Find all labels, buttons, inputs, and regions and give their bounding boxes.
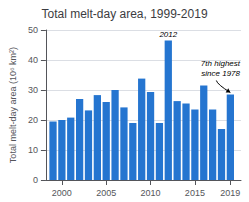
svg-text:2005: 2005 [96, 188, 116, 198]
svg-text:50: 50 [28, 25, 38, 35]
svg-text:40: 40 [28, 55, 38, 65]
svg-text:2015: 2015 [185, 188, 205, 198]
svg-text:7th highest: 7th highest [201, 59, 241, 68]
svg-text:10: 10 [28, 145, 38, 155]
svg-text:2019: 2019 [220, 188, 240, 198]
svg-text:30: 30 [28, 85, 38, 95]
svg-text:20: 20 [28, 115, 38, 125]
svg-text:Total melt-day area, 1999-2019: Total melt-day area, 1999-2019 [41, 7, 207, 21]
svg-text:2000: 2000 [52, 188, 72, 198]
svg-text:0: 0 [33, 175, 38, 185]
svg-text:2012: 2012 [158, 30, 177, 39]
svg-text:since 1978: since 1978 [201, 69, 240, 78]
svg-text:2010: 2010 [141, 188, 161, 198]
svg-text:Total melt-day area (10⁶ km²): Total melt-day area (10⁶ km²) [8, 47, 18, 163]
